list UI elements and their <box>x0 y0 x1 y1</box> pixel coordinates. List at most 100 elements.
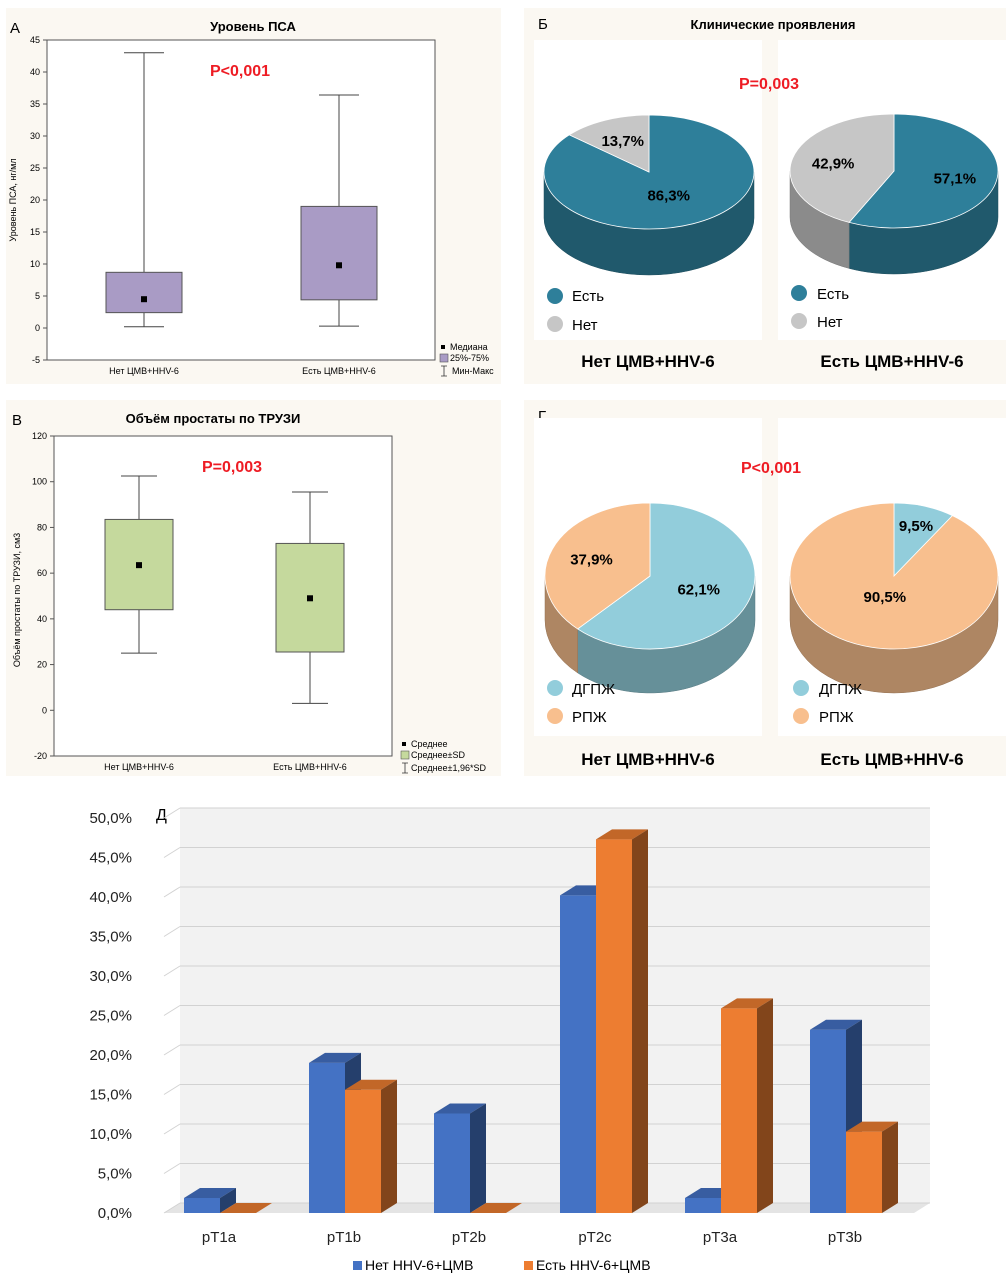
legend-dgpzh-dot-2 <box>793 680 809 696</box>
pie-data-label: 57,1% <box>934 171 977 188</box>
bar-series-1 <box>810 1029 846 1213</box>
bar-series-2 <box>345 1089 381 1213</box>
ytick-label: 35 <box>30 99 40 109</box>
panel-a-ylabel: Уровень ПСА, нг/мл <box>8 158 18 241</box>
pie-data-label: 37,9% <box>570 552 613 569</box>
bar-top <box>345 1079 397 1090</box>
legend-rpzh-dot <box>547 708 563 724</box>
x-category-label: Нет ЦМВ+HHV-6 <box>104 762 174 772</box>
bar-side <box>882 1121 898 1213</box>
ytick-label: 10 <box>30 259 40 269</box>
gridline-side <box>163 1163 181 1174</box>
panel-a-legend-range: Мин-Макс <box>452 366 494 376</box>
panel-a-legend-iqr: 25%-75% <box>450 353 489 363</box>
panel-v-title: Объём простаты по ТРУЗИ <box>126 411 301 426</box>
median-marker <box>336 262 342 269</box>
panel-v-chart: Объём простаты по ТРУЗИ 120 100 80 60 40 20 0 -… <box>12 411 487 774</box>
ytick-label: 60 <box>37 568 47 578</box>
panel-a-legend-median: Медиана <box>450 342 488 352</box>
median-marker <box>141 296 147 303</box>
gridline-side <box>163 886 181 898</box>
ytick-label: 0 <box>42 705 47 715</box>
panel-d-legend-series-1: Нет HHV-6+ЦМВ <box>365 1257 474 1273</box>
pie-slice <box>789 113 895 223</box>
box-iqr <box>300 205 378 301</box>
bar-top <box>721 998 773 1009</box>
mean-marker <box>307 595 313 602</box>
gridline-side <box>163 965 181 977</box>
bar-series-1 <box>685 1197 721 1213</box>
panel-g-legend-dgpzh-2: ДГПЖ <box>819 681 862 698</box>
pie-data-label: 62,1% <box>677 582 720 599</box>
pie-slice <box>576 502 756 650</box>
bar-series-2 <box>596 839 632 1213</box>
x-category-label: Нет ЦМВ+HHV-6 <box>109 366 179 376</box>
bar-series-1 <box>434 1113 470 1213</box>
bar-side <box>220 1187 236 1213</box>
panel-v-legend-mean: Среднее <box>411 739 448 749</box>
panel-g-p-value: P<0,001 <box>741 460 801 477</box>
pie-data-label: 42,9% <box>812 155 855 172</box>
panel-v-ylabel: Объём простаты по ТРУЗИ, см3 <box>12 533 22 667</box>
legend-blue-swatch <box>353 1261 362 1270</box>
panel-v-legend-sd: Среднее±SD <box>411 750 465 760</box>
panel-a-chart: Уровень ПСА 45 40 35 30 25 20 15 10 5 0 -5 Уровень… <box>8 19 494 377</box>
panel-b-p-value: P=0,003 <box>739 76 799 93</box>
bar-top <box>220 1203 272 1213</box>
ytick-label: 5 <box>35 291 40 301</box>
gridline-side <box>163 1005 181 1016</box>
panel-b-legend-yes: Есть <box>572 288 604 305</box>
pie-slice <box>544 502 651 630</box>
legend-whisker-symbol <box>441 365 447 377</box>
panel-v-letter: В <box>12 412 23 429</box>
panel-a-title: Уровень ПСА <box>210 19 296 34</box>
ytick-label: 120 <box>32 431 47 441</box>
ytick-label: 45,0% <box>89 850 132 867</box>
legend-sd-swatch <box>400 750 410 760</box>
x-category-label: pT2b <box>452 1229 486 1246</box>
gridline-side <box>163 847 181 858</box>
legend-mean-marker <box>402 742 406 746</box>
panel-g-legend-dgpzh: ДГПЖ <box>572 681 615 698</box>
panel-g-group-1: Нет ЦМВ+HHV-6 <box>581 750 715 769</box>
panel-b-letter: Б <box>538 16 548 33</box>
legend-orange-swatch <box>524 1261 533 1270</box>
bar-series-2 <box>846 1131 882 1213</box>
mean-marker <box>136 562 142 569</box>
panel-d-chart: Д 50,0% 45,0% 40,0% 35,0% 30,0% 25,0% 20,0% 15,… <box>89 807 930 1273</box>
panel-g-legend-rpzh: РПЖ <box>572 709 607 726</box>
pie-slice <box>848 113 999 229</box>
ytick-label: 40,0% <box>89 889 132 906</box>
panel-a-letter: А <box>10 20 21 37</box>
legend-no-dot <box>547 316 563 332</box>
legend-rpzh-dot-2 <box>793 708 809 724</box>
ytick-label: 30,0% <box>89 968 132 985</box>
panel-g-legend-rpzh-2: РПЖ <box>819 709 854 726</box>
ytick-label: 0 <box>35 323 40 333</box>
ytick-label: 50,0% <box>89 810 132 827</box>
panel-d-letter: Д <box>156 807 167 824</box>
bar-series-1 <box>184 1197 220 1213</box>
bar-series-1 <box>560 895 596 1213</box>
gridline-side <box>163 1123 181 1135</box>
bar-top <box>810 1019 862 1030</box>
ytick-label: 45 <box>30 35 40 45</box>
x-category-label: Есть ЦМВ+HHV-6 <box>273 762 347 772</box>
panel-b-title: Клинические проявления <box>691 17 856 32</box>
legend-yes-dot-2 <box>791 285 807 301</box>
panel-b-group-2: Есть ЦМВ+HHV-6 <box>820 352 964 371</box>
ytick-label: 20 <box>37 660 47 670</box>
panel-g-group-2: Есть ЦМВ+HHV-6 <box>820 750 964 769</box>
ytick-label: 25,0% <box>89 1008 132 1025</box>
panel-b-group-1: Нет ЦМВ+HHV-6 <box>581 352 715 371</box>
bar-top <box>470 1203 522 1213</box>
bar-side <box>757 998 773 1213</box>
ytick-label: 35,0% <box>89 929 132 946</box>
ytick-label: 100 <box>32 477 47 487</box>
legend-ci-symbol <box>402 762 408 774</box>
pie-data-label: 86,3% <box>647 187 690 204</box>
bar-side <box>632 829 648 1213</box>
x-category-label: pT2c <box>578 1229 612 1246</box>
panel-g-letter: Г <box>538 408 547 425</box>
gridline-side <box>163 807 181 819</box>
